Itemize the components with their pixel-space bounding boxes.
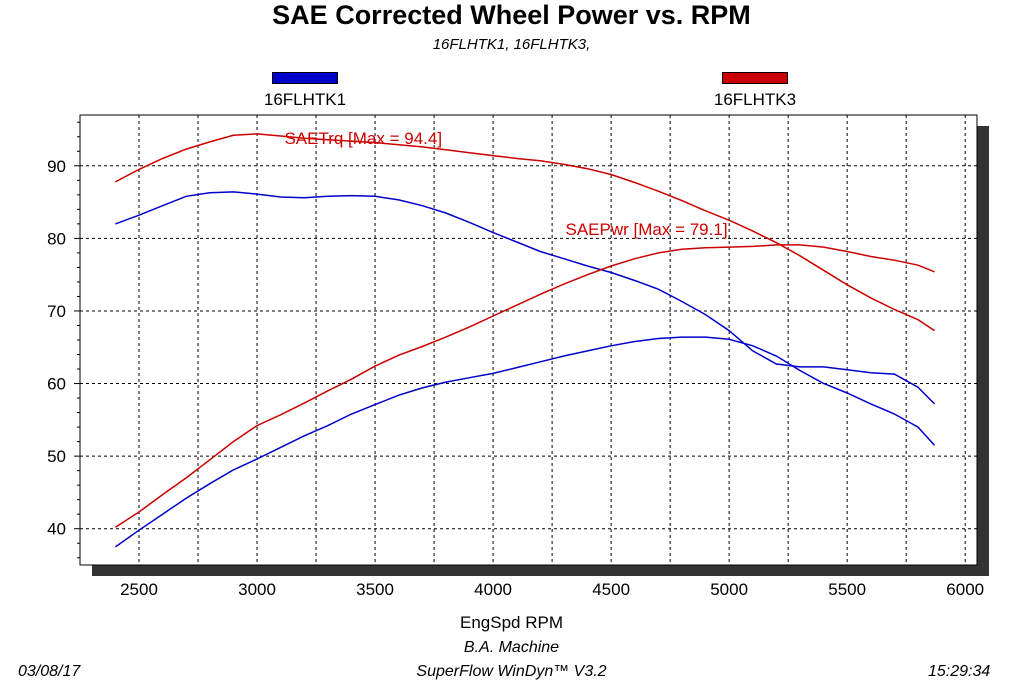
- legend-label-16flhtk1: 16FLHTK1: [263, 90, 347, 109]
- x-tick-label-2500: 2500: [120, 580, 158, 599]
- legend-item-16flhtk3: 16FLHTK3: [695, 72, 815, 110]
- legend-item-16flhtk1: 16FLHTK1: [245, 72, 365, 110]
- series-line-16flhtk1-saepwr: [114, 336, 936, 548]
- software-name: SuperFlow WinDyn™ V3.2: [416, 663, 607, 680]
- series-line-16flhtk3-saetrq: [115, 133, 935, 332]
- y-tick-label-90: 90: [47, 157, 66, 176]
- y-tick-label-70: 70: [47, 302, 66, 321]
- x-tick-label-4000: 4000: [474, 580, 512, 599]
- series-line-16flhtk1-saetrq: [115, 191, 936, 405]
- y-tick-label-40: 40: [47, 520, 66, 539]
- y-tick-label-50: 50: [47, 447, 66, 466]
- x-tick-label-3000: 3000: [238, 580, 276, 599]
- annotation-0: SAETrq [Max = 94.4]: [284, 129, 442, 148]
- legend-swatch-16flhtk1: [272, 72, 338, 84]
- annotation-1: SAEPwr [Max = 79.1]: [566, 220, 728, 239]
- run-time: 15:29:34: [928, 663, 991, 680]
- series-line-16flhtk3-saepwr: [114, 244, 935, 528]
- legend-swatch-16flhtk3: [722, 72, 788, 84]
- x-tick-label-5000: 5000: [710, 580, 748, 599]
- chart-subtitle: 16FLHTK1, 16FLHTK3,: [432, 36, 591, 53]
- x-tick-label-6000: 6000: [946, 580, 984, 599]
- run-date: 03/08/17: [18, 663, 81, 680]
- plot-area: [79, 114, 978, 566]
- shop-name: B.A. Machine: [463, 639, 560, 656]
- x-tick-label-3500: 3500: [356, 580, 394, 599]
- legend-label-16flhtk3: 16FLHTK3: [713, 90, 797, 109]
- y-tick-label-60: 60: [47, 375, 66, 394]
- x-tick-label-5500: 5500: [828, 580, 866, 599]
- y-tick-label-80: 80: [47, 229, 66, 248]
- x-axis-label: EngSpd RPM: [460, 613, 563, 632]
- chart-title: SAE Corrected Wheel Power vs. RPM: [272, 0, 751, 30]
- x-tick-label-4500: 4500: [592, 580, 630, 599]
